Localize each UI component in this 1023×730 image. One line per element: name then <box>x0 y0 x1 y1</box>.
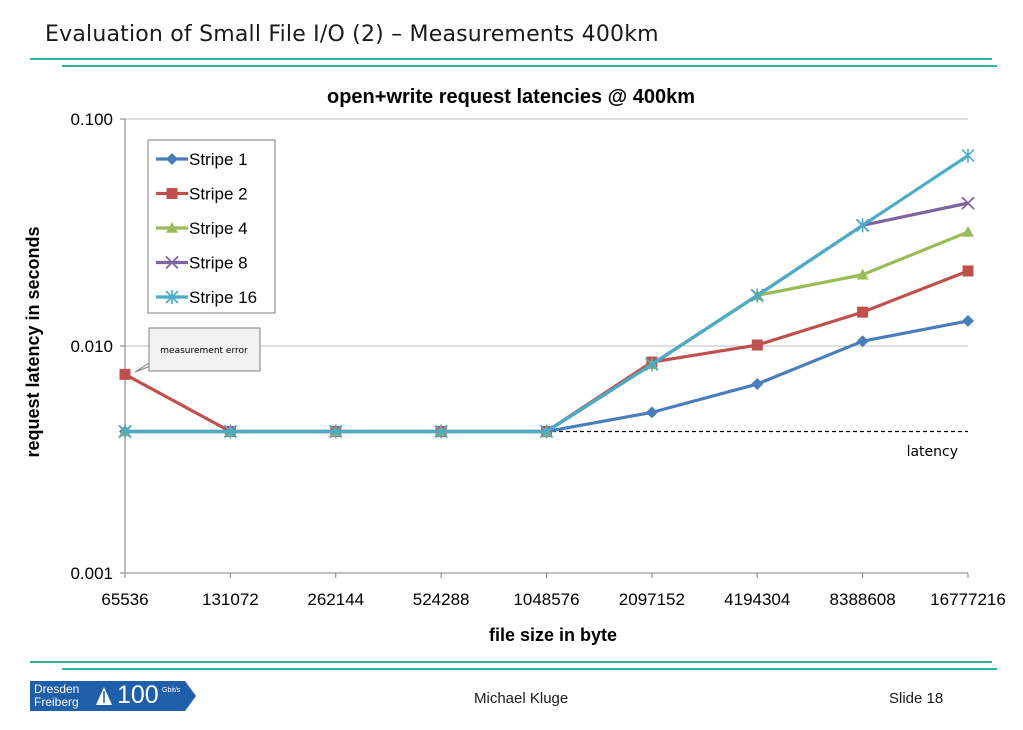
data-point <box>165 255 179 270</box>
legend-item: Stripe 2 <box>156 185 248 204</box>
legend-label: Stripe 4 <box>189 219 248 238</box>
measurement-error-callout: measurement error <box>134 327 261 373</box>
data-point <box>329 424 343 439</box>
footer-author: Michael Kluge <box>474 690 569 707</box>
legend: Stripe 1 Stripe 2 Stripe 4 Stripe 8 Stripe 1… <box>147 139 276 314</box>
data-point <box>434 424 448 439</box>
y-tick-label: 0.001 <box>70 564 113 583</box>
series-stripe-16 <box>118 148 975 439</box>
header-rule-top <box>30 58 992 60</box>
y-tick-labels: 0.001 0.010 0.100 <box>70 110 125 583</box>
x-tick-label: 16777216 <box>930 590 1006 609</box>
data-point <box>962 225 974 237</box>
header-rule-bottom <box>62 65 997 67</box>
data-point <box>165 290 179 304</box>
dresden-freiberg-logo: Dresden Freiberg 100 Gbit/s <box>30 681 198 711</box>
data-point <box>856 218 870 233</box>
data-point <box>645 406 658 419</box>
x-tick-label: 524288 <box>413 590 470 609</box>
data-point <box>223 424 237 439</box>
x-tick-label: 262144 <box>307 590 364 609</box>
legend-item: Stripe 16 <box>156 288 257 307</box>
data-point <box>751 339 763 351</box>
data-point <box>118 424 132 439</box>
y-tick-label: 0.010 <box>70 337 113 356</box>
callout-text: measurement error <box>160 346 248 356</box>
logo-line1: Dresden <box>34 682 80 696</box>
data-point <box>856 335 869 348</box>
legend-item: Stripe 4 <box>156 219 248 238</box>
x-tick-label: 4194304 <box>724 590 790 609</box>
logo-line2: Freiberg <box>34 695 79 709</box>
y-axis-label: request latency in seconds <box>23 226 43 457</box>
legend-label: Stripe 1 <box>189 150 248 169</box>
x-tick-label: 1048576 <box>513 590 579 609</box>
x-tick-label: 2097152 <box>619 590 685 609</box>
data-point <box>857 306 869 318</box>
data-point <box>961 196 975 210</box>
chart-title: open+write request latencies @ 400km <box>327 86 695 108</box>
footer-rule-bottom <box>62 668 997 670</box>
footer-rule-top <box>30 661 992 663</box>
x-tick-label: 131072 <box>202 590 259 609</box>
data-point <box>750 288 764 303</box>
latency-reference-label: latency <box>907 444 958 460</box>
data-point <box>166 222 178 233</box>
slide-title: Evaluation of Small File I/O (2) – Measu… <box>45 22 659 47</box>
x-tick-label: 8388608 <box>830 590 896 609</box>
data-point <box>166 188 178 199</box>
logo-number: 100 <box>117 681 159 709</box>
data-point <box>751 378 764 391</box>
gridlines <box>125 118 968 347</box>
x-tick-label: 65536 <box>101 590 148 609</box>
data-point <box>645 357 659 372</box>
callout-box <box>148 327 261 372</box>
data-point <box>962 314 974 327</box>
data-point <box>539 424 554 439</box>
series-group <box>118 148 975 439</box>
data-point <box>961 148 975 163</box>
data-point <box>856 268 869 280</box>
legend-item: Stripe 1 <box>156 150 248 169</box>
x-axis-label: file size in byte <box>489 625 617 645</box>
data-point <box>962 265 974 277</box>
data-point <box>166 153 178 165</box>
data-point <box>119 368 131 380</box>
legend-label: Stripe 8 <box>189 254 248 273</box>
legend-item: Stripe 8 <box>156 254 248 273</box>
x-tick-labels: 65536 131072 262144 524288 1048576 2097152 419… <box>101 573 1006 609</box>
legend-label: Stripe 16 <box>189 288 257 307</box>
y-tick-label: 0.100 <box>70 110 113 129</box>
footer-slide-number: Slide 18 <box>889 690 944 707</box>
logo-unit: Gbit/s <box>162 687 181 694</box>
legend-label: Stripe 2 <box>189 185 248 204</box>
